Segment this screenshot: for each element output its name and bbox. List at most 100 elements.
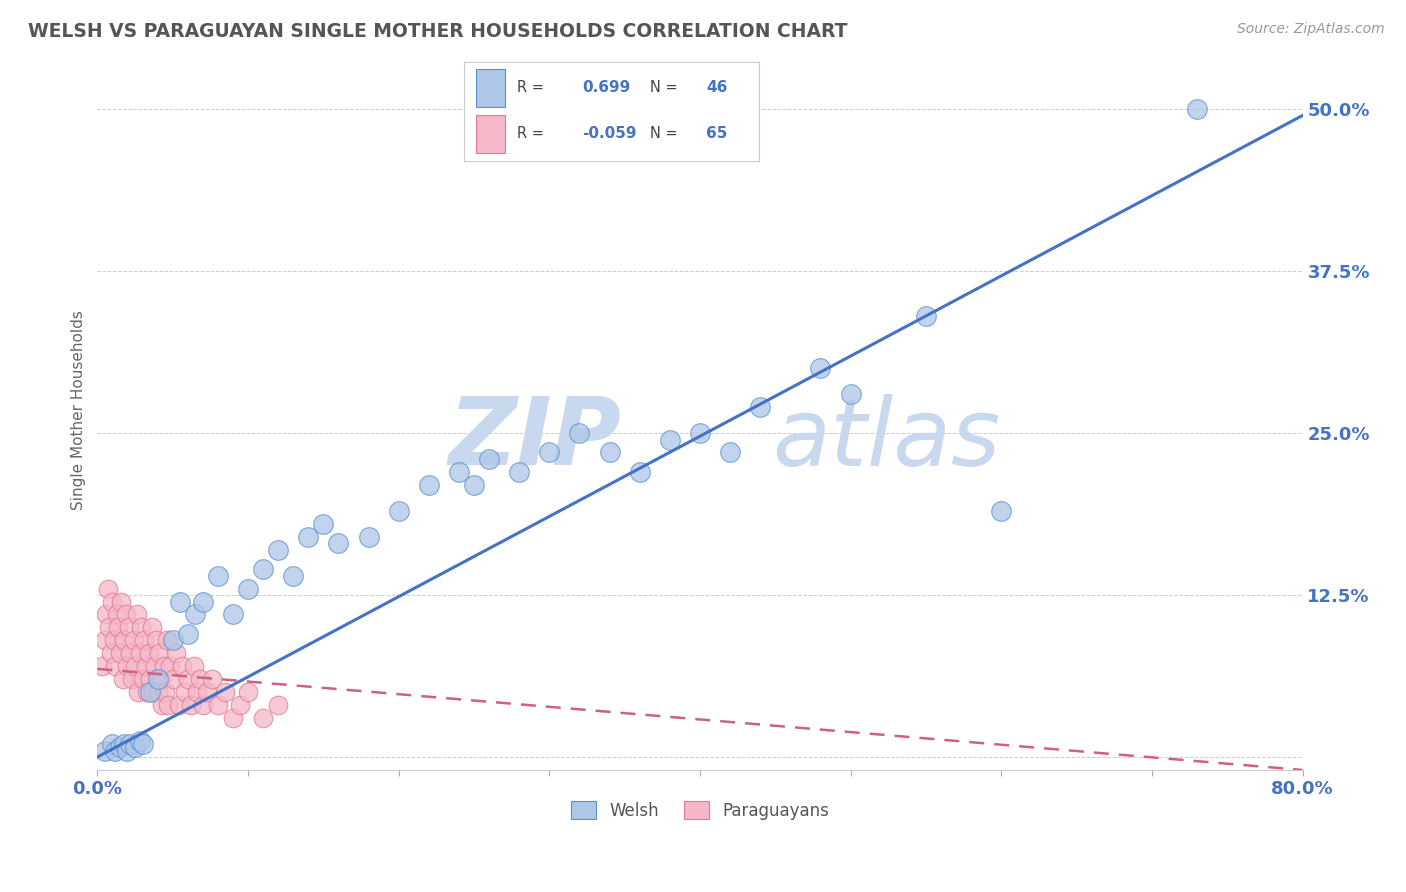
Point [191, 698, 214, 713]
Point [131, 737, 153, 751]
Point [135, 659, 157, 673]
Point [508, 465, 530, 479]
Point [128, 734, 150, 748]
Point [107, 620, 129, 634]
Point [148, 646, 170, 660]
Point [117, 659, 139, 673]
Point [214, 685, 236, 699]
Point [101, 594, 124, 608]
Point [283, 568, 305, 582]
Point [628, 465, 651, 479]
Point [136, 685, 159, 699]
Point [141, 620, 163, 634]
Point [138, 646, 160, 660]
Legend: Welsh, Paraguayans: Welsh, Paraguayans [564, 795, 835, 826]
Point [810, 361, 832, 376]
Point [191, 594, 214, 608]
Point [104, 659, 127, 673]
Point [990, 504, 1012, 518]
Point [120, 737, 142, 751]
Point [177, 627, 200, 641]
Point [110, 594, 132, 608]
Point [121, 673, 143, 687]
Point [127, 685, 149, 699]
Point [143, 659, 166, 673]
Point [90, 659, 112, 673]
Point [157, 698, 180, 713]
Point [145, 633, 167, 648]
Point [94, 743, 117, 757]
Point [267, 698, 290, 713]
Point [153, 685, 176, 699]
Point [111, 673, 134, 687]
Text: ZIP: ZIP [449, 393, 621, 485]
Point [267, 542, 290, 557]
Point [146, 673, 169, 687]
Point [100, 646, 122, 660]
Point [162, 673, 184, 687]
Point [152, 659, 174, 673]
Text: N =: N = [650, 126, 678, 141]
Point [186, 685, 208, 699]
Point [124, 739, 146, 754]
Point [188, 673, 211, 687]
Point [357, 530, 380, 544]
Point [120, 646, 142, 660]
Point [125, 607, 148, 622]
Text: 65: 65 [706, 126, 727, 141]
Point [128, 646, 150, 660]
Point [173, 685, 195, 699]
Point [180, 698, 202, 713]
Point [447, 465, 470, 479]
FancyBboxPatch shape [475, 70, 505, 107]
Point [839, 387, 862, 401]
Point [718, 445, 741, 459]
Point [236, 685, 259, 699]
Point [132, 633, 155, 648]
Point [328, 536, 350, 550]
Point [169, 594, 191, 608]
Point [463, 478, 485, 492]
Point [915, 310, 938, 324]
Point [184, 607, 207, 622]
Point [108, 739, 131, 754]
Point [229, 698, 252, 713]
Point [183, 659, 205, 673]
Point [97, 582, 120, 596]
Point [139, 673, 162, 687]
Point [131, 673, 153, 687]
Text: N =: N = [650, 80, 678, 95]
Point [165, 646, 187, 660]
Point [101, 737, 124, 751]
Text: 46: 46 [706, 80, 727, 95]
Point [96, 607, 118, 622]
Point [122, 633, 145, 648]
Point [222, 711, 245, 725]
Point [312, 516, 335, 531]
Point [146, 685, 169, 699]
Point [149, 673, 172, 687]
Point [478, 452, 501, 467]
Point [599, 445, 621, 459]
Point [222, 607, 245, 622]
Point [104, 743, 127, 757]
Point [170, 659, 193, 673]
Point [108, 646, 131, 660]
Point [124, 659, 146, 673]
Text: 0.699: 0.699 [582, 80, 630, 95]
Point [236, 582, 259, 596]
Point [156, 633, 179, 648]
Point [105, 607, 128, 622]
Point [252, 711, 274, 725]
Point [538, 445, 561, 459]
Point [159, 659, 181, 673]
Point [162, 633, 184, 648]
Point [297, 530, 319, 544]
Point [117, 743, 139, 757]
Text: R =: R = [517, 80, 544, 95]
Point [118, 620, 141, 634]
Point [139, 685, 162, 699]
Point [103, 633, 125, 648]
Point [114, 737, 136, 751]
Point [749, 400, 772, 414]
